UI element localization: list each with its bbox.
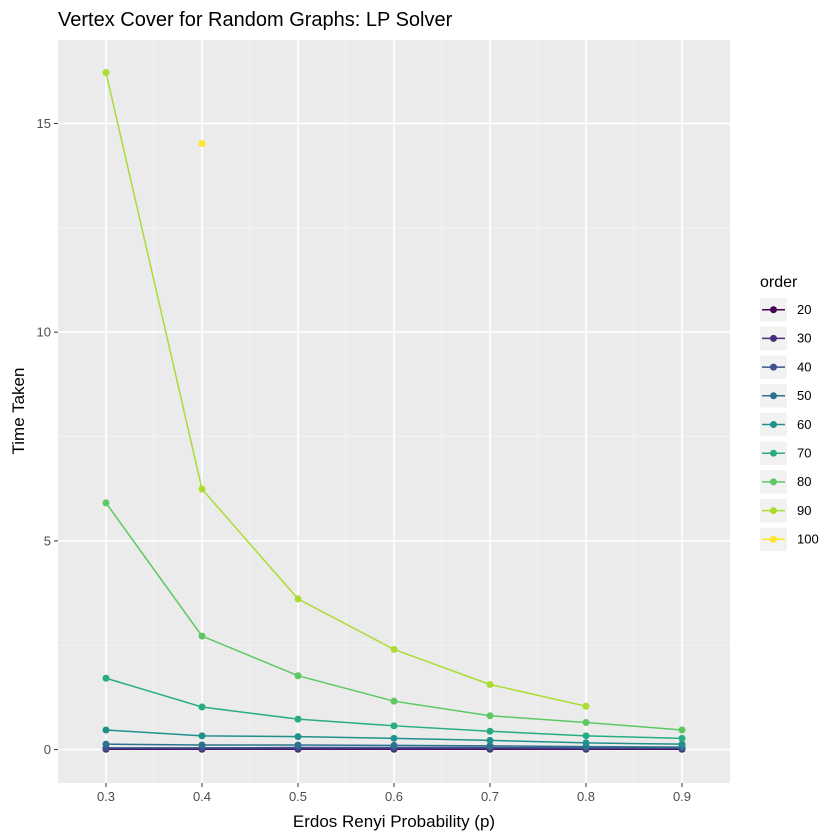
data-point-90 <box>582 702 590 710</box>
data-point-70 <box>678 734 686 742</box>
data-point-50 <box>102 740 110 748</box>
y-axis-title: Time Taken <box>9 368 28 455</box>
data-point-50 <box>294 741 302 749</box>
y-tick-label: 15 <box>37 116 51 131</box>
legend-label-50: 50 <box>797 388 811 403</box>
legend-key-point <box>770 478 777 486</box>
legend-label-90: 90 <box>797 503 811 518</box>
data-point-70 <box>486 727 494 735</box>
x-tick-label: 0.8 <box>577 789 595 804</box>
data-point-80 <box>198 632 206 640</box>
data-point-80 <box>390 697 398 705</box>
legend-label-30: 30 <box>797 331 811 346</box>
y-tick-label: 0 <box>44 742 51 757</box>
x-tick-label: 0.4 <box>193 789 211 804</box>
x-axis: 0.3 0.4 0.5 0.6 0.7 0.8 0.9 <box>97 783 691 804</box>
data-point-60 <box>102 726 110 734</box>
x-tick-label: 0.3 <box>97 789 115 804</box>
data-point-60 <box>294 733 302 741</box>
legend-key-point <box>770 449 777 457</box>
data-point-60 <box>582 739 590 747</box>
legend-label-20: 20 <box>797 302 811 317</box>
data-point-50 <box>390 741 398 749</box>
x-tick-label: 0.6 <box>385 789 403 804</box>
legend-title: order <box>760 274 798 291</box>
data-point-50 <box>486 742 494 750</box>
x-axis-title: Erdos Renyi Probability (p) <box>293 812 495 831</box>
data-point-90 <box>390 645 398 653</box>
legend-label-100: 100 <box>797 532 819 547</box>
x-tick-label: 0.5 <box>289 789 307 804</box>
data-point-100 <box>198 140 206 148</box>
data-point-90 <box>294 595 302 603</box>
legend-key-point <box>770 363 777 371</box>
legend-label-40: 40 <box>797 359 811 374</box>
data-point-90 <box>486 680 494 688</box>
legend-key-point <box>770 421 777 428</box>
data-point-80 <box>486 712 494 720</box>
data-point-80 <box>678 726 686 734</box>
legend-key-point <box>770 507 777 515</box>
data-point-50 <box>198 741 206 749</box>
data-point-70 <box>102 674 110 682</box>
series-points <box>102 69 686 753</box>
data-point-80 <box>294 672 302 680</box>
y-tick-label: 5 <box>44 533 51 548</box>
data-point-80 <box>102 499 110 507</box>
legend-key-point <box>770 334 777 342</box>
data-point-70 <box>294 715 302 723</box>
data-point-90 <box>198 485 206 493</box>
data-point-70 <box>198 703 206 711</box>
data-point-60 <box>390 734 398 742</box>
chart-title: Vertex Cover for Random Graphs: LP Solve… <box>58 9 453 31</box>
legend-label-60: 60 <box>797 417 811 432</box>
x-tick-label: 0.7 <box>481 789 499 804</box>
data-point-60 <box>198 732 206 740</box>
series-line-90 <box>105 72 587 707</box>
data-point-60 <box>678 740 686 748</box>
legend-key-point <box>770 306 777 314</box>
y-tick-label: 10 <box>37 325 51 340</box>
data-point-70 <box>582 732 590 740</box>
legend-label-80: 80 <box>797 474 811 489</box>
legend-label-70: 70 <box>797 446 811 461</box>
data-point-60 <box>486 736 494 744</box>
legend: order 20 30 40 50 60 70 80 90 100 <box>760 274 819 552</box>
y-axis: 0 5 10 15 <box>37 116 58 757</box>
x-tick-label: 0.9 <box>673 789 691 804</box>
data-point-90 <box>102 69 110 77</box>
legend-key-point <box>770 392 777 400</box>
data-point-80 <box>582 718 590 726</box>
data-point-70 <box>390 722 398 730</box>
legend-key-point <box>770 535 777 543</box>
